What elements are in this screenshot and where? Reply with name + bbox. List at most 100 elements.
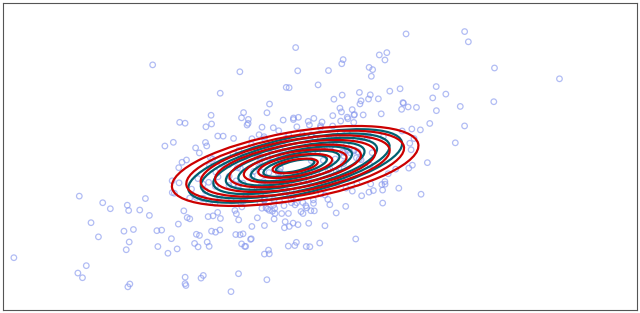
Point xyxy=(93,234,104,239)
Point xyxy=(105,206,115,211)
Point xyxy=(202,239,212,244)
Point xyxy=(194,151,204,156)
Point xyxy=(377,182,387,187)
Point xyxy=(203,214,213,219)
Point xyxy=(351,155,362,160)
Point xyxy=(364,65,374,70)
Point xyxy=(124,208,134,213)
Point xyxy=(348,149,358,154)
Point xyxy=(262,182,272,187)
Point xyxy=(406,126,417,131)
Point xyxy=(317,120,327,125)
Point xyxy=(342,176,353,181)
Point xyxy=(195,233,205,238)
Point xyxy=(193,244,203,249)
Point xyxy=(153,244,163,249)
Point xyxy=(460,29,470,34)
Point xyxy=(286,200,296,205)
Point xyxy=(301,205,312,210)
Point xyxy=(364,96,374,101)
Point xyxy=(269,197,279,202)
Point xyxy=(306,158,316,163)
Point xyxy=(309,208,319,213)
Point xyxy=(330,156,340,162)
Point xyxy=(365,92,376,97)
Point xyxy=(305,244,315,249)
Point xyxy=(291,187,301,192)
Point xyxy=(255,155,265,160)
Point xyxy=(298,200,308,205)
Point xyxy=(284,153,294,158)
Point xyxy=(157,228,167,233)
Point xyxy=(247,174,257,179)
Point xyxy=(262,110,272,115)
Point xyxy=(241,192,251,197)
Point xyxy=(356,193,367,198)
Point xyxy=(264,183,275,188)
Point xyxy=(335,106,345,111)
Point xyxy=(181,157,191,162)
Point xyxy=(215,91,225,96)
Point xyxy=(380,182,390,187)
Point xyxy=(236,154,246,159)
Point xyxy=(268,209,278,214)
Point xyxy=(224,183,234,188)
Point xyxy=(409,136,419,141)
Point xyxy=(234,182,244,187)
Point xyxy=(205,155,216,160)
Point xyxy=(218,134,228,139)
Point xyxy=(425,121,435,126)
Point xyxy=(264,208,275,213)
Point xyxy=(280,186,290,191)
Point xyxy=(280,191,290,196)
Point xyxy=(228,181,239,186)
Point xyxy=(185,216,195,221)
Point xyxy=(204,199,214,204)
Point xyxy=(352,181,362,186)
Point xyxy=(312,149,323,154)
Point xyxy=(122,203,132,208)
Point xyxy=(201,124,211,129)
Point xyxy=(97,200,108,205)
Point xyxy=(276,211,287,216)
Point xyxy=(349,120,359,125)
Point xyxy=(329,134,339,139)
Point xyxy=(355,90,365,95)
Point xyxy=(291,45,301,50)
Point xyxy=(128,227,138,232)
Point xyxy=(256,183,266,188)
Point xyxy=(180,283,191,288)
Point xyxy=(390,167,401,172)
Point xyxy=(337,149,348,154)
Point xyxy=(257,206,267,211)
Point xyxy=(237,241,247,246)
Point xyxy=(304,179,314,184)
Point xyxy=(264,101,275,106)
Point xyxy=(275,145,285,150)
Point xyxy=(298,211,308,216)
Point xyxy=(310,136,320,141)
Point xyxy=(230,208,240,213)
Point xyxy=(259,252,269,257)
Point xyxy=(259,198,269,203)
Point xyxy=(304,173,314,178)
Point xyxy=(284,85,294,90)
Point xyxy=(328,124,338,129)
Point xyxy=(228,151,238,156)
Point xyxy=(349,112,360,117)
Point xyxy=(315,240,325,245)
Point xyxy=(394,186,404,191)
Point xyxy=(259,134,269,139)
Point xyxy=(407,163,417,168)
Point xyxy=(284,179,294,184)
Point xyxy=(331,210,341,215)
Point xyxy=(184,196,195,201)
Point xyxy=(259,136,269,141)
Point xyxy=(214,194,225,199)
Point xyxy=(247,224,257,229)
Point xyxy=(300,169,310,174)
Point xyxy=(292,176,303,181)
Point xyxy=(233,184,243,189)
Point xyxy=(293,222,303,227)
Point xyxy=(121,247,131,252)
